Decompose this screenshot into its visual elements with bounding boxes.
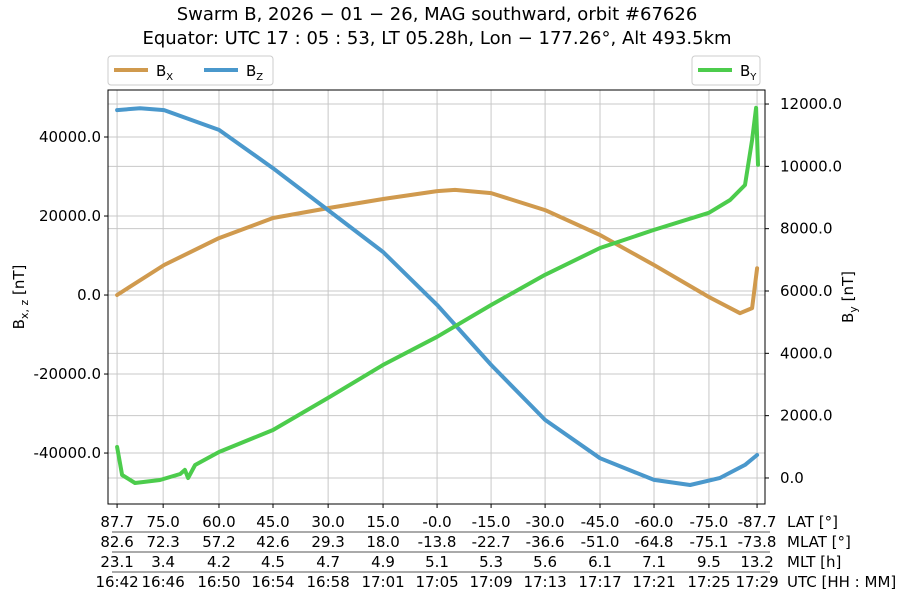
x-tick-label-1: -13.8 <box>418 533 457 551</box>
x-tick-label-1: -22.7 <box>472 533 511 551</box>
x-tick-label-1: -75.1 <box>690 533 729 551</box>
x-tick-label-0: -0.0 <box>422 513 451 531</box>
y-tick-label-right: 2000.0 <box>780 407 833 425</box>
x-tick-label-0: 30.0 <box>311 513 344 531</box>
x-tick-label-3: 17:13 <box>523 573 566 591</box>
y-axis-right-label: By [nT] <box>839 271 860 323</box>
x-tick-label-1: -73.8 <box>738 533 777 551</box>
x-tick-label-2: 23.1 <box>100 553 133 571</box>
x-tick-label-2: 5.6 <box>533 553 557 571</box>
y-tick-label-right: 6000.0 <box>780 282 833 300</box>
x-tick-label-3: 17:25 <box>687 573 730 591</box>
x-tick-label-2: 13.2 <box>740 553 773 571</box>
y-axis-left-label: Bx, z [nT] <box>10 265 31 330</box>
x-tick-label-3: 16:50 <box>197 573 240 591</box>
x-tick-label-1: 57.2 <box>202 533 235 551</box>
legend-label-bx: BX <box>156 62 173 83</box>
x-tick-label-2: 4.2 <box>207 553 231 571</box>
x-tick-label-2: 5.1 <box>425 553 449 571</box>
x-tick-label-2: 7.1 <box>642 553 666 571</box>
y-tick-label-left: 20000.0 <box>39 207 101 225</box>
x-row-name: LAT [°] <box>787 513 838 531</box>
legend-right: BY <box>691 55 761 86</box>
y-tick-label-left: 40000.0 <box>39 128 101 146</box>
series-line-bx <box>115 187 760 316</box>
x-tick-label-2: 4.9 <box>371 553 395 571</box>
y-axis-right: 12000.0 10000.0 8000.0 6000.0 4000.0 2000.0 0.… <box>765 95 842 487</box>
x-tick-label-1: 42.6 <box>256 533 289 551</box>
x-tick-label-3: 17:29 <box>735 573 778 591</box>
x-tick-label-1: 72.3 <box>146 533 179 551</box>
x-tick-label-0: -15.0 <box>472 513 511 531</box>
x-tick-label-0: 60.0 <box>202 513 235 531</box>
x-tick-label-1: -36.6 <box>526 533 565 551</box>
y-tick-label-right: 4000.0 <box>780 344 833 362</box>
x-row-name: MLAT [°] <box>787 533 851 551</box>
y-tick-label-left: -20000.0 <box>34 365 101 383</box>
x-tick-label-0: 75.0 <box>146 513 179 531</box>
x-tick-label-0: -30.0 <box>526 513 565 531</box>
legend-label-bz: BZ <box>246 62 263 83</box>
y-tick-label-left: 0.0 <box>77 286 101 304</box>
legend-label-by: BY <box>740 62 757 83</box>
x-tick-label-2: 4.5 <box>261 553 285 571</box>
x-tick-label-0: -87.7 <box>738 513 777 531</box>
x-tick-label-0: -45.0 <box>581 513 620 531</box>
y-tick-label-right: 12000.0 <box>780 95 842 113</box>
y-tick-label-left: -40000.0 <box>34 444 101 462</box>
x-tick-label-3: 17:17 <box>578 573 621 591</box>
x-tick-label-0: 15.0 <box>366 513 399 531</box>
x-tick-label-3: 17:01 <box>361 573 404 591</box>
x-tick-label-2: 4.7 <box>316 553 340 571</box>
chart-title-line2: Equator: UTC 17 : 05 : 53, LT 05.28h, Lo… <box>142 28 731 49</box>
series-line-by <box>115 105 760 485</box>
x-tick-label-2: 3.4 <box>151 553 175 571</box>
x-tick-label-3: 16:46 <box>142 573 185 591</box>
x-axis-rows: 87.7 75.0 60.0 45.0 30.0 15.0 -0.0 -15.0 -30.0 -4… <box>95 504 896 591</box>
chart-title-line1: Swarm B, 2026 − 01 − 26, MAG southward, … <box>177 4 698 25</box>
y-axis-left: 40000.0 20000.0 0.0 -20000.0 -40000.0 <box>34 128 108 462</box>
x-tick-label-2: 5.3 <box>479 553 503 571</box>
x-tick-label-3: 17:05 <box>415 573 458 591</box>
x-row-name: MLT [h] <box>787 553 841 571</box>
series-line-bz <box>115 106 760 487</box>
y-tick-label-right: 10000.0 <box>780 157 842 175</box>
series-lines <box>115 105 760 487</box>
legend-left: BX BZ <box>107 55 274 86</box>
x-tick-label-1: 82.6 <box>100 533 133 551</box>
x-tick-label-0: 45.0 <box>256 513 289 531</box>
y-tick-label-right: 8000.0 <box>780 220 833 238</box>
x-tick-label-1: 18.0 <box>366 533 399 551</box>
plot-frame <box>107 89 766 505</box>
y-tick-label-right: 0.0 <box>780 469 804 487</box>
x-tick-label-3: 17:21 <box>632 573 675 591</box>
x-tick-label-3: 16:54 <box>251 573 294 591</box>
x-tick-label-2: 6.1 <box>588 553 612 571</box>
x-tick-label-3: 16:58 <box>307 573 350 591</box>
x-tick-label-3: 16:42 <box>95 573 138 591</box>
x-tick-label-1: -51.0 <box>581 533 620 551</box>
x-tick-label-2: 9.5 <box>697 553 721 571</box>
x-tick-label-1: -64.8 <box>635 533 674 551</box>
x-row-name: UTC [HH : MM] <box>787 573 896 591</box>
x-tick-label-1: 29.3 <box>311 533 344 551</box>
x-tick-label-3: 17:09 <box>469 573 512 591</box>
grid <box>108 90 765 504</box>
x-tick-label-0: -60.0 <box>635 513 674 531</box>
x-tick-label-0: 87.7 <box>100 513 133 531</box>
x-tick-label-0: -75.0 <box>690 513 729 531</box>
